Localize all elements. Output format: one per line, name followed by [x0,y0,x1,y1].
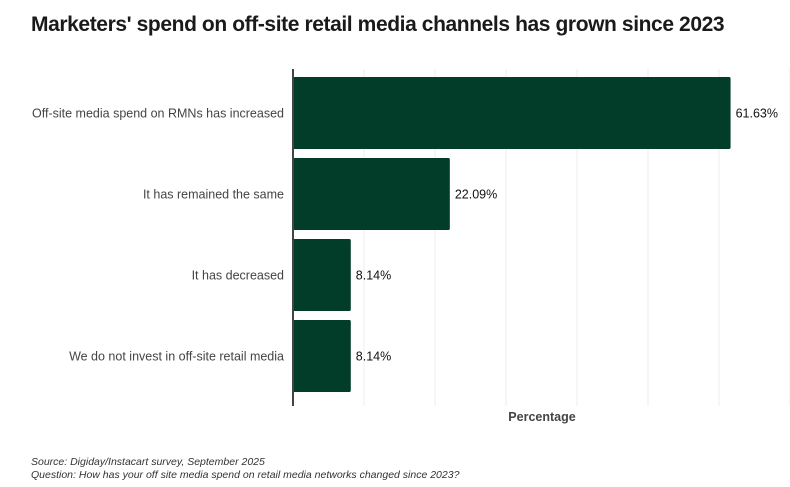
bar [293,77,731,149]
gridlines [363,69,790,406]
data-label: 8.14% [356,269,391,283]
category-label: It has decreased [192,269,284,283]
data-label: 61.63% [736,107,778,121]
category-label: Off-site media spend on RMNs has increas… [32,107,284,121]
bar [293,239,351,311]
value-labels: 61.63% 22.09% 8.14% 8.14% [356,107,778,364]
question-note: Question: How has your off site media sp… [31,469,460,481]
category-label: It has remained the same [143,188,284,202]
bar [293,158,450,230]
bars [293,77,731,392]
chart-title: Marketers' spend on off-site retail medi… [31,13,725,36]
category-labels: Off-site media spend on RMNs has increas… [32,107,284,364]
source-note: Source: Digiday/Instacart survey, Septem… [31,456,265,468]
data-label: 22.09% [455,188,497,202]
data-label: 8.14% [356,350,391,364]
bar [293,320,351,392]
footer-notes: Source: Digiday/Instacart survey, Septem… [31,456,459,482]
category-label: We do not invest in off-site retail medi… [69,350,284,364]
x-axis-title: Percentage [508,410,575,424]
